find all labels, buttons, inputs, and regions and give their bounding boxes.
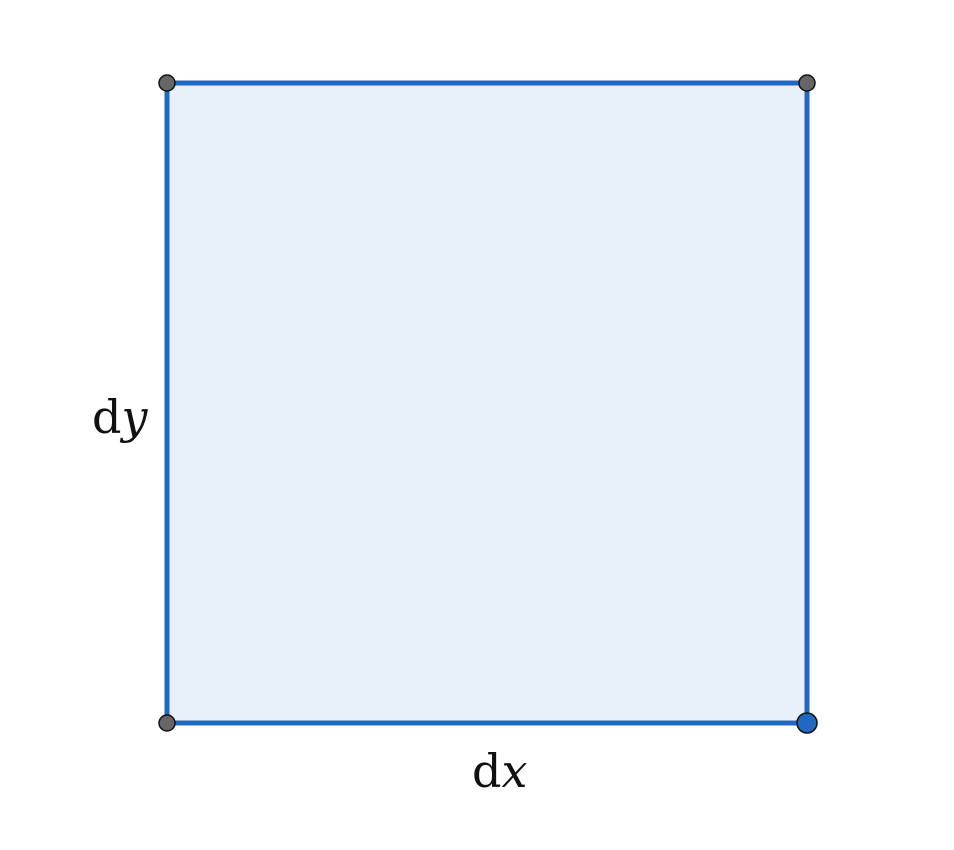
vertex-bottom-right[interactable]	[796, 712, 818, 734]
vertex-top-left[interactable]	[158, 74, 176, 92]
label-dx: dx	[472, 748, 527, 794]
label-dy-operator: d	[92, 390, 122, 444]
vertex-bottom-left[interactable]	[158, 714, 176, 732]
label-dx-operator: d	[472, 744, 502, 798]
label-dy-variable: y	[121, 390, 148, 444]
label-dx-variable: x	[501, 744, 528, 798]
square-area	[167, 83, 807, 723]
label-dy: dy	[92, 394, 147, 440]
vertex-top-right[interactable]	[798, 74, 816, 92]
